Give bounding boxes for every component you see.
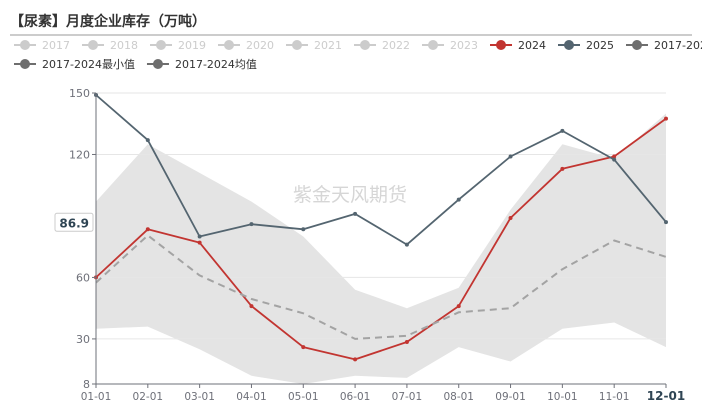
data-point	[664, 220, 668, 225]
x-tick-label: 09-01	[495, 391, 526, 403]
legend-swatch-marker	[156, 40, 166, 50]
series-2024	[94, 116, 668, 362]
legend-item-2017-2024均值[interactable]: 2017-2024均值	[146, 58, 257, 71]
x-tick-label: 06-01	[340, 391, 371, 403]
series-line	[95, 234, 667, 340]
legend-item-2017[interactable]: 2017	[14, 39, 70, 52]
band-area	[96, 113, 666, 384]
chart-title: 【尿素】月度企业库存（万吨）	[10, 13, 206, 30]
y-highlight-label: 86.9	[54, 212, 94, 232]
legend-label: 2017-2024最小值	[42, 58, 135, 71]
legend-swatch-marker	[152, 59, 163, 69]
legend-swatch-marker	[20, 59, 30, 69]
legend-label: 2017-2024最大值	[654, 38, 702, 52]
legend-label: 2017-2024均值	[175, 58, 257, 71]
data-point	[612, 154, 617, 159]
legend-swatch-marker	[88, 40, 98, 50]
x-tick-label: 10-01	[547, 391, 578, 403]
legend-swatch-marker	[224, 40, 234, 50]
watermark: 紫金天风期货	[293, 184, 407, 206]
series-line	[95, 94, 667, 246]
legend-item-2025[interactable]: 2025	[558, 39, 614, 52]
axes: 8 30 60 120 150 86.9 01-01 02-01 03-01 04-01 05-01…	[54, 87, 685, 403]
legend-label: 2017	[42, 39, 70, 52]
legend-swatch-marker	[632, 40, 642, 50]
y-tick-label: 8	[83, 378, 90, 391]
x-tick-label: 07-01	[392, 391, 423, 403]
series-2017-2024均值	[95, 234, 667, 340]
x-tick-label: 05-01	[288, 391, 319, 403]
x-tick-label: 12-01	[647, 389, 685, 403]
legend-item-2022[interactable]: 2022	[354, 39, 410, 52]
legend-item-2020[interactable]: 2020	[218, 39, 274, 52]
data-point	[456, 304, 461, 309]
legend-swatch-marker	[496, 40, 506, 50]
legend-label: 2023	[450, 39, 478, 52]
data-point	[664, 116, 668, 121]
legend-item-2019[interactable]: 2019	[150, 39, 206, 52]
x-tick-label: 08-01	[443, 391, 474, 403]
legend-item-2017-2024最小值[interactable]: 2017-2024最小值	[14, 58, 135, 71]
legend-item-2023[interactable]: 2023	[422, 39, 478, 52]
data-point	[508, 154, 513, 159]
legend-label: 2024	[518, 39, 546, 52]
legend-swatch-marker	[564, 40, 574, 50]
legend-swatch-marker	[428, 40, 438, 50]
legend-label: 2019	[178, 39, 206, 52]
data-point	[560, 166, 565, 171]
legend: 2017 2018 2019 2020 2021 2022 2023 2024 2025 2017…	[14, 38, 702, 71]
legend-swatch-marker	[20, 40, 30, 50]
data-point	[145, 227, 150, 232]
y-tick-label: 150	[69, 87, 90, 100]
min-max-band	[96, 113, 666, 384]
data-point	[353, 211, 358, 216]
x-tick-label: 04-01	[236, 391, 267, 403]
data-point	[560, 128, 565, 133]
legend-label: 2018	[110, 39, 138, 52]
x-tick-label: 02-01	[133, 391, 164, 403]
data-point	[404, 242, 409, 247]
data-point	[249, 222, 254, 227]
legend-item-2018[interactable]: 2018	[82, 39, 138, 52]
legend-item-2021[interactable]: 2021	[286, 39, 342, 52]
legend-item-2024[interactable]: 2024	[490, 39, 546, 52]
data-point	[353, 357, 358, 362]
series-lines	[94, 93, 668, 362]
data-point	[456, 197, 461, 202]
x-tick-label: 03-01	[184, 391, 215, 403]
legend-swatch-marker	[360, 40, 370, 50]
data-point	[404, 339, 409, 344]
legend-swatch-marker	[292, 40, 302, 50]
y-highlight-box	[54, 212, 94, 232]
y-tick-label: 120	[69, 148, 90, 161]
x-tick-label: 01-01	[81, 391, 112, 403]
series-line	[95, 117, 667, 361]
data-point	[249, 304, 254, 309]
data-point	[301, 227, 306, 232]
legend-label: 2020	[246, 39, 274, 52]
plot-area: 紫金天风期货 8 30 60 120 150 86.9 01-01 02-01 03-01 04-…	[54, 87, 685, 403]
y-tick-label: 60	[76, 271, 90, 284]
data-point	[197, 240, 202, 245]
data-point	[301, 345, 306, 350]
legend-item-2017-2024最大值[interactable]: 2017-2024最大值	[626, 38, 702, 52]
legend-label: 2025	[586, 39, 614, 52]
data-point	[145, 138, 150, 143]
y-highlight-text: 86.9	[59, 216, 89, 230]
y-tick-label: 30	[76, 333, 90, 346]
x-tick-label: 11-01	[599, 391, 630, 403]
legend-label: 2022	[382, 39, 410, 52]
data-point	[508, 216, 513, 221]
data-point	[197, 234, 202, 239]
legend-label: 2021	[314, 39, 342, 52]
data-point	[612, 157, 617, 162]
